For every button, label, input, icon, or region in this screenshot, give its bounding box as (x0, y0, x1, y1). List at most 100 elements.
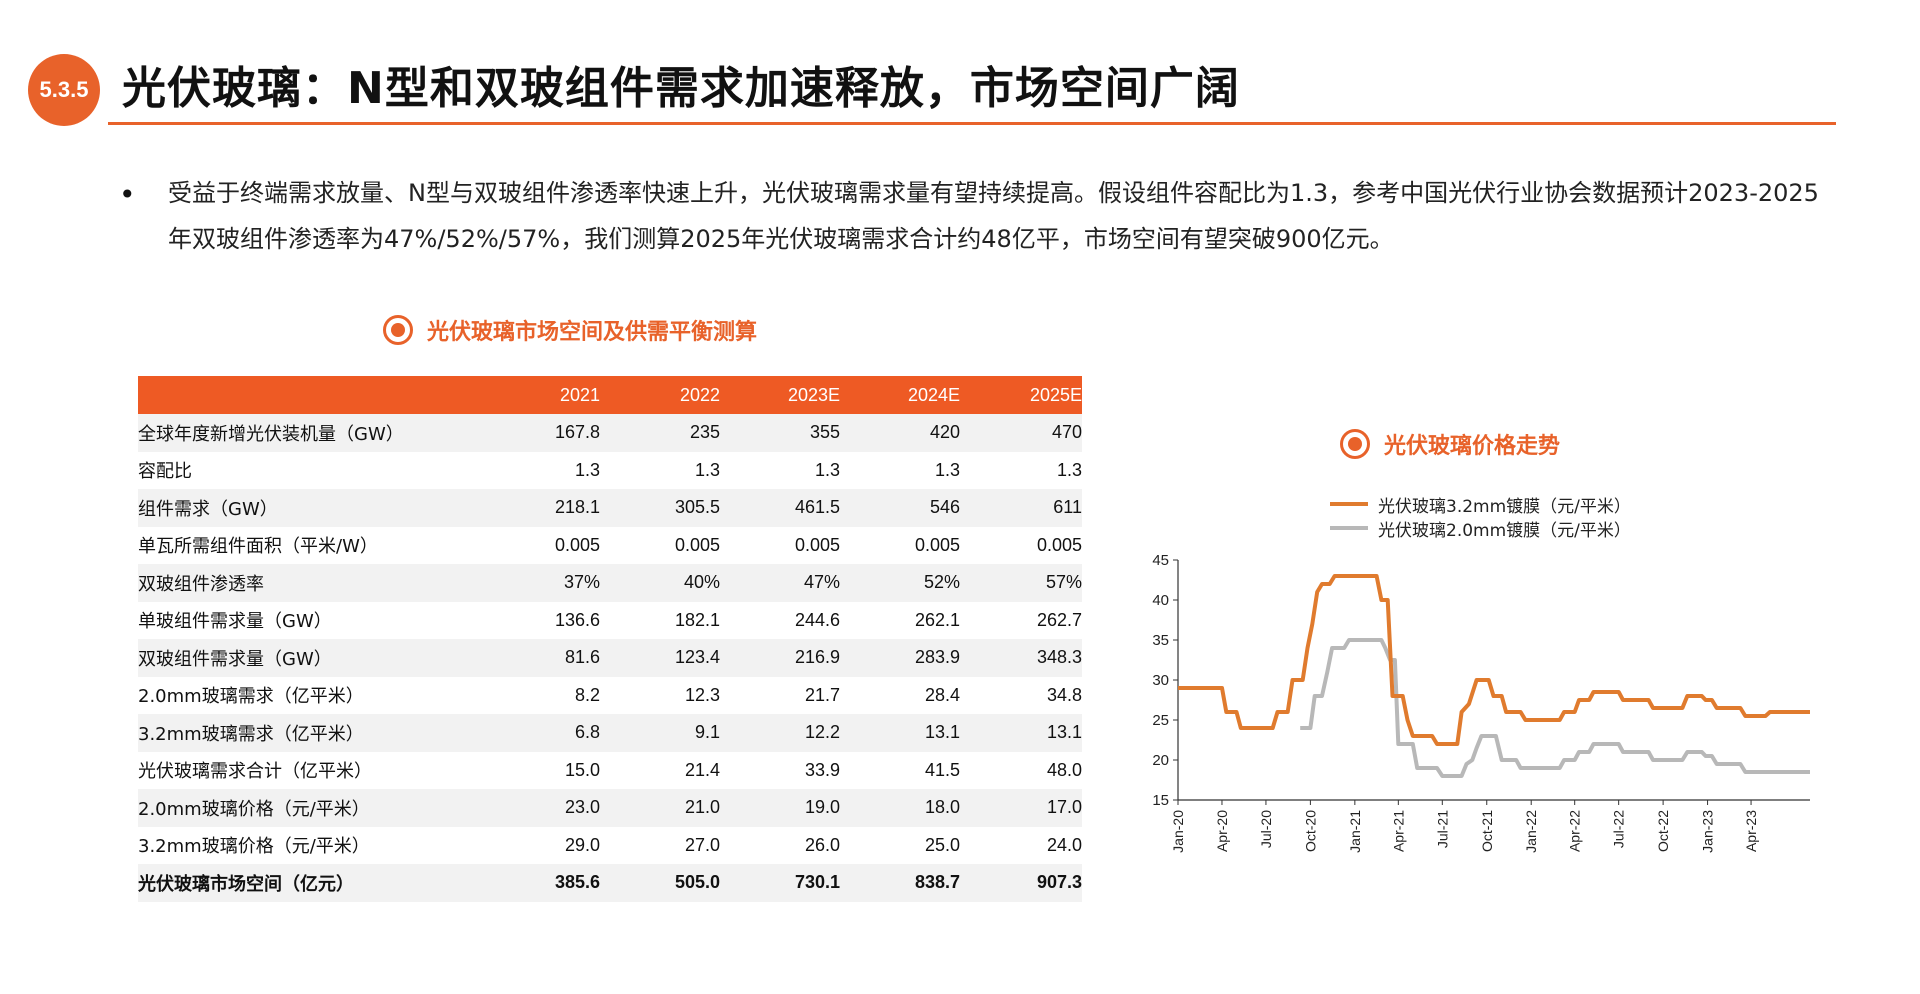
x-tick-label: Apr-23 (1743, 810, 1759, 852)
series-line (1178, 574, 1810, 746)
table-cell: 167.8 (554, 422, 600, 443)
table-cell: 218.1 (554, 497, 600, 518)
table-cell: 81.6 (564, 647, 600, 668)
market-space-table: 2021 2022 2023E 2024E 2025E 全球年度新增光伏装机量（GW） 1… (138, 376, 1082, 902)
row-label: 全球年度新增光伏装机量（GW） (138, 423, 404, 445)
row-label: 光伏玻璃需求合计（亿平米） (138, 761, 372, 783)
legend-item: 光伏玻璃2.0mm镀膜（元/平米） (1330, 516, 1631, 541)
row-label: 组件需求（GW） (138, 498, 278, 520)
table-header-row: 2021 2022 2023E 2024E 2025E (138, 376, 1082, 414)
table-cell: 546 (929, 497, 960, 518)
bullet-text: 受益于终端需求放量、N型与双玻组件渗透率快速上升，光伏玻璃需求量有望持续提高。假… (168, 179, 1819, 253)
y-tick-label: 20 (1152, 752, 1169, 769)
x-tick-label: Jan-23 (1700, 810, 1716, 853)
x-tick-label: Oct-20 (1302, 810, 1318, 852)
y-tick-label: 35 (1152, 632, 1169, 649)
table-cell: 24.0 (1046, 834, 1082, 855)
table-cell: 29.0 (564, 834, 600, 855)
table-cell: 1.3 (694, 459, 720, 480)
table-cell: 1.3 (814, 459, 840, 480)
x-tick-label: Apr-22 (1567, 810, 1583, 852)
table-cell: 907.3 (1036, 872, 1082, 893)
table-cell: 235 (689, 422, 720, 443)
chart-legend: 光伏玻璃3.2mm镀膜（元/平米） 光伏玻璃2.0mm镀膜（元/平米） (1330, 492, 1631, 541)
table-cell: 12.2 (804, 722, 840, 743)
table-cell: 47% (803, 572, 840, 593)
table-row: 双玻组件渗透率 37% 40% 47% 52% 57% (138, 564, 1082, 602)
table-cell: 0.005 (554, 534, 600, 555)
table-cell: 21.0 (684, 797, 720, 818)
table-cell: 1.3 (574, 459, 600, 480)
target-icon (1340, 429, 1370, 459)
table-cell: 420 (929, 422, 960, 443)
y-tick-label: 30 (1152, 672, 1169, 689)
table-cell: 8.2 (574, 684, 600, 705)
target-icon (383, 315, 413, 345)
x-tick-label: Jan-21 (1347, 810, 1363, 853)
table-cell: 1.3 (1056, 459, 1082, 480)
table-cell: 6.8 (574, 722, 600, 743)
table-cell: 21.7 (804, 684, 840, 705)
table-cell: 28.4 (924, 684, 960, 705)
row-label: 2.0mm玻璃价格（元/平米） (138, 798, 370, 820)
table-cell: 0.005 (1036, 534, 1082, 555)
table-cell: 21.4 (684, 759, 720, 780)
table-cell: 262.1 (914, 609, 960, 630)
legend-item: 光伏玻璃3.2mm镀膜（元/平米） (1330, 492, 1631, 517)
table-cell: 34.8 (1046, 684, 1082, 705)
table-cell: 0.005 (914, 534, 960, 555)
table-cell: 305.5 (674, 497, 720, 518)
table-header-year: 2022 (679, 384, 720, 405)
legend-label: 光伏玻璃3.2mm镀膜（元/平米） (1378, 496, 1631, 517)
table-header-blank (138, 376, 483, 414)
title-divider (108, 122, 1836, 125)
table-row: 3.2mm玻璃价格（元/平米） 29.0 27.0 26.0 25.0 24.0 (138, 826, 1082, 864)
row-label: 光伏玻璃市场空间（亿元） (138, 873, 354, 895)
section-number-badge: 5.3.5 (28, 54, 100, 126)
y-tick-label: 15 (1152, 792, 1169, 809)
x-tick-label: Jul-21 (1434, 810, 1450, 848)
table-cell: 27.0 (684, 834, 720, 855)
y-tick-label: 25 (1152, 712, 1169, 729)
table-cell: 19.0 (804, 797, 840, 818)
table-cell: 355 (809, 422, 840, 443)
table-row: 组件需求（GW） 218.1 305.5 461.5 546 611 (138, 489, 1082, 527)
table-cell: 216.9 (794, 647, 840, 668)
table-cell: 838.7 (914, 872, 960, 893)
table-cell: 37% (563, 572, 600, 593)
price-trend-chart: 15 20 25 30 35 40 45 Jan-20 Apr-20 Jul-20 Oct-20 Ja… (1152, 552, 1810, 853)
table-cell: 611 (1053, 497, 1082, 518)
table-row: 2.0mm玻璃价格（元/平米） 23.0 21.0 19.0 18.0 17.0 (138, 789, 1082, 827)
table-cell: 505.0 (674, 872, 720, 893)
table-cell: 136.6 (554, 609, 600, 630)
table-row: 光伏玻璃市场空间（亿元） 385.6 505.0 730.1 838.7 907.3 (138, 864, 1082, 902)
table-cell: 48.0 (1046, 759, 1082, 780)
table-header-year: 2021 (559, 384, 600, 405)
chart-section-title: 光伏玻璃价格走势 (1384, 434, 1561, 459)
y-tick-label: 45 (1152, 552, 1169, 569)
table-cell: 182.1 (674, 609, 720, 630)
legend-swatch (1330, 526, 1368, 530)
table-cell: 41.5 (924, 759, 960, 780)
table-cell: 13.1 (924, 722, 960, 743)
row-label: 双玻组件需求量（GW） (138, 648, 332, 670)
series-line (1300, 638, 1810, 778)
y-tick-label: 40 (1152, 592, 1169, 609)
table-section-heading: 光伏玻璃市场空间及供需平衡测算 (383, 314, 757, 346)
x-tick-label: Apr-21 (1390, 810, 1406, 852)
table-header-year: 2025E (1029, 384, 1082, 405)
table-cell: 18.0 (924, 797, 960, 818)
legend-label: 光伏玻璃2.0mm镀膜（元/平米） (1378, 520, 1631, 541)
table-cell: 470 (1051, 422, 1082, 443)
table-cell: 57% (1045, 572, 1082, 593)
table-row: 2.0mm玻璃需求（亿平米） 8.2 12.3 21.7 28.4 34.8 (138, 676, 1082, 714)
table-cell: 385.6 (554, 872, 600, 893)
table-cell: 730.1 (794, 872, 840, 893)
table-header-year: 2023E (787, 384, 840, 405)
table-row: 3.2mm玻璃需求（亿平米） 6.8 9.1 12.2 13.1 13.1 (138, 714, 1082, 752)
x-tick-label: Jul-20 (1258, 810, 1274, 848)
table-cell: 15.0 (564, 759, 600, 780)
row-label: 3.2mm玻璃价格（元/平米） (138, 836, 370, 858)
table-header-year: 2024E (907, 384, 960, 405)
table-cell: 52% (923, 572, 960, 593)
